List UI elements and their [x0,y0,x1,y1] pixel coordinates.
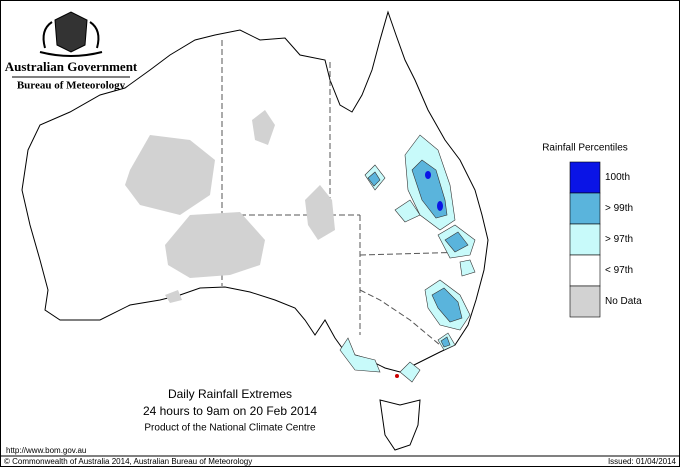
logo [39,11,103,57]
legend-swatch [569,161,601,194]
map [21,10,489,451]
legend-swatch [569,192,601,225]
agency: Australian Government [5,59,138,74]
legend-label: No Data [605,296,642,307]
caption-product: Product of the National Climate Centre [144,423,316,434]
legend-label: > 97th [605,234,633,245]
caption-title: Daily Rainfall Extremes [168,387,292,401]
legend-swatch [569,285,601,318]
melbourne-marker [395,374,399,378]
legend-label: < 97th [605,265,633,276]
no-data-areas [125,110,335,303]
bureau: Bureau of Meteorology [17,80,126,92]
footer-issued: Issued: 01/04/2014 [608,457,677,466]
footer-copyright: © Commonwealth of Australia 2014, Austra… [4,457,252,466]
legend-swatch [569,223,601,256]
footer-url: http://www.bom.gov.au [6,446,86,455]
legend-label: > 99th [605,203,633,214]
tasmania [379,399,421,451]
caption-period: 24 hours to 9am on 20 Feb 2014 [143,404,317,418]
legend-title: Rainfall Percentiles [542,143,628,154]
state-border [359,289,441,346]
legend: 100th > 99th > 97th < 97th No Data [569,161,642,318]
percentile-100-areas [425,171,443,211]
legend-label: 100th [605,172,630,183]
legend-swatch [569,254,601,287]
